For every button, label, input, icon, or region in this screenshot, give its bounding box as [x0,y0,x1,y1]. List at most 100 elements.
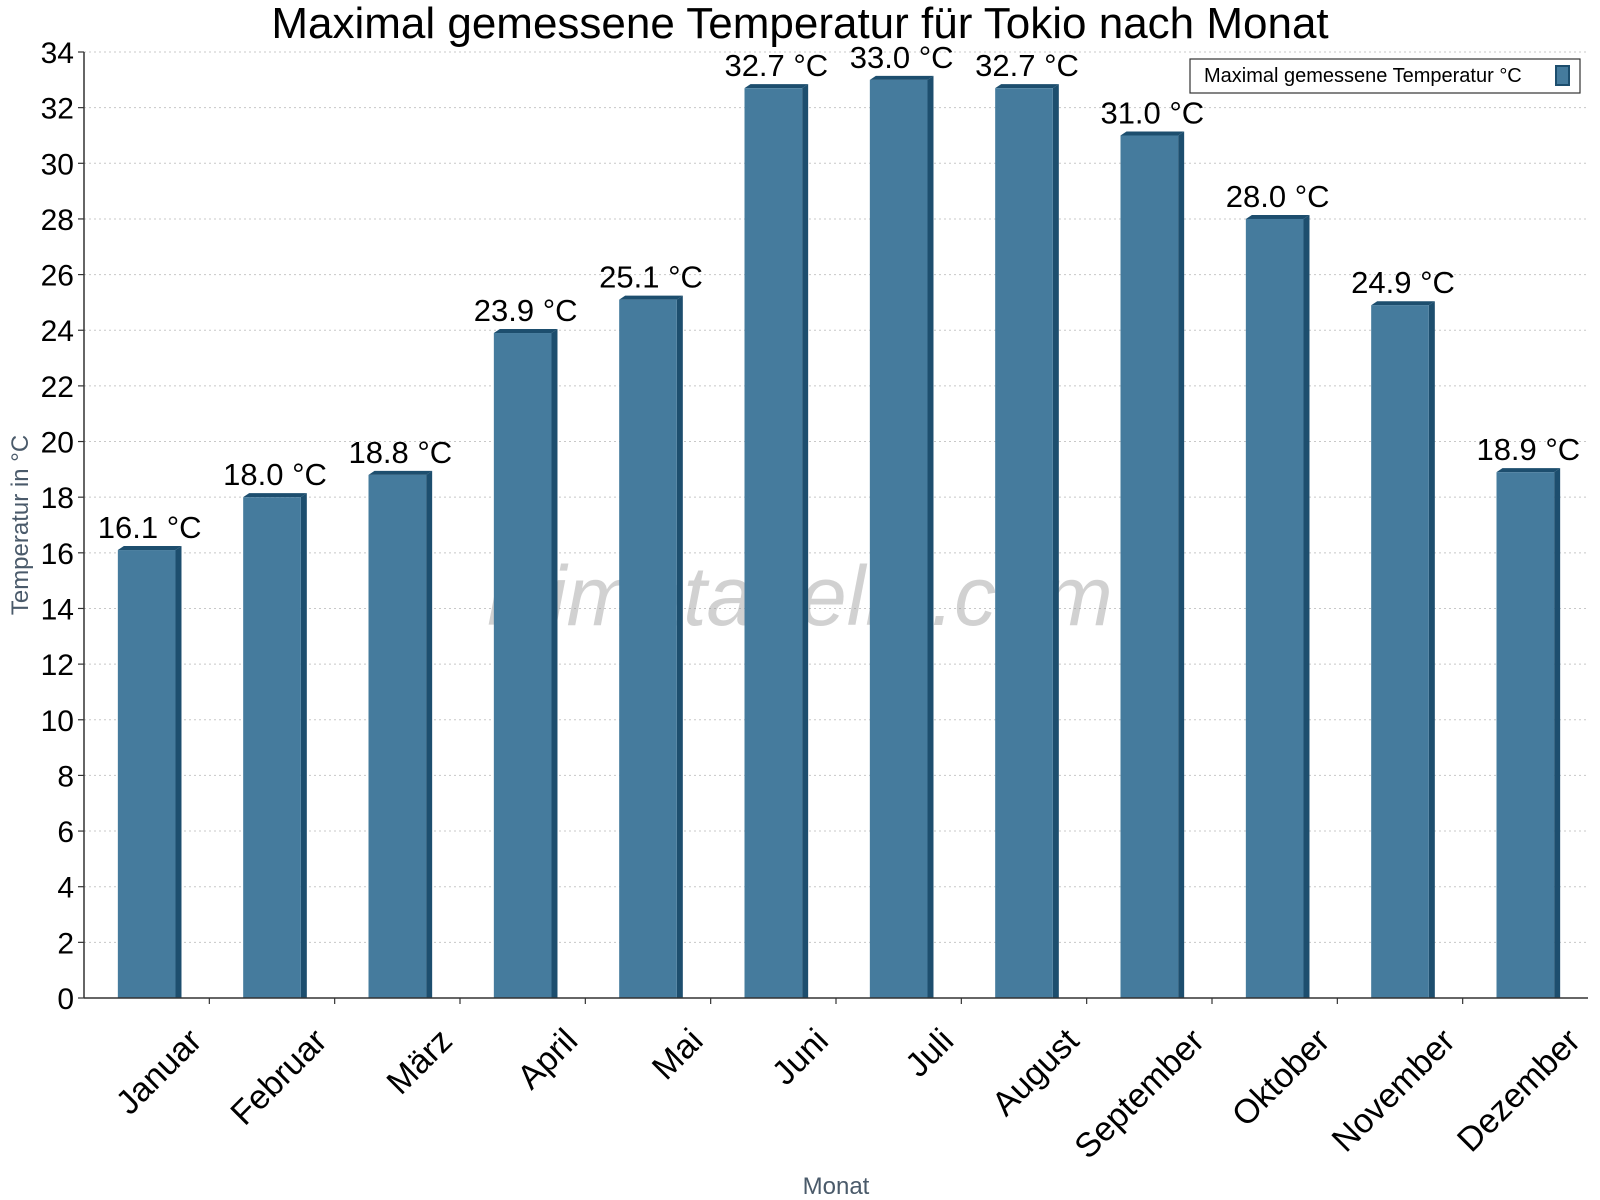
data-label: 32.7 °C [975,48,1079,83]
bar-6[interactable] [869,75,934,998]
x-tick-label: Februar [223,1022,334,1133]
bar-top [744,84,809,89]
x-tick-label: Januar [109,1022,209,1122]
bar-front [1120,135,1179,998]
x-tick-label: August [985,1021,1087,1123]
bar-side [927,75,934,998]
y-tick-label: 16 [41,538,74,571]
data-label: 24.9 °C [1351,265,1455,300]
bar-front [869,79,928,998]
grid-lines [84,51,1588,943]
bar-side [1052,84,1059,998]
data-label: 16.1 °C [98,510,202,545]
x-tick-label: Juli [898,1022,961,1085]
bar-11[interactable] [1496,468,1561,999]
bar-side [1428,301,1435,999]
bar-side [426,470,433,999]
x-axis-title: Monat [803,1173,870,1200]
y-tick-label: 34 [41,37,74,70]
data-label: 18.0 °C [223,457,327,492]
data-label: 31.0 °C [1100,95,1204,130]
bar-side [551,329,558,998]
y-tick-label: 6 [57,816,74,849]
y-tick-label: 8 [57,760,74,793]
bar-top [243,493,307,498]
bar-top [1120,131,1185,136]
bar-top [117,546,182,551]
data-label: 32.7 °C [724,48,828,83]
bar-top [368,470,433,475]
bar-side [175,546,182,998]
bar-2[interactable] [368,470,433,999]
bar-4[interactable] [619,295,683,999]
bars [117,75,1561,999]
bar-top [995,84,1059,89]
y-tick-label: 32 [41,93,74,126]
bar-front [1371,305,1429,999]
y-tick-label: 26 [41,260,74,293]
x-tick-label: Juni [765,1022,836,1093]
bar-9[interactable] [1245,214,1310,999]
bar-5[interactable] [744,84,809,998]
legend-swatch [1555,65,1570,86]
bar-top [619,295,683,300]
bar-7[interactable] [995,84,1059,998]
bar-1[interactable] [243,493,307,998]
bar-front [493,333,552,998]
y-tick-label: 24 [41,315,74,348]
legend-box [1189,58,1581,94]
legend-label: Maximal gemessene Temperatur °C [1204,65,1522,87]
y-axis-title: Temperatur in °C [7,435,34,615]
bar-side [1303,214,1310,999]
y-tick-label: 18 [41,482,74,515]
bar-0[interactable] [117,546,182,998]
bar-top [493,329,558,334]
x-tick-label: Dezember [1450,1022,1588,1160]
bar-side [1178,131,1185,998]
y-tick-label: 20 [41,427,74,460]
y-tick-label: 22 [41,371,74,404]
bar-side [1554,468,1561,999]
y-tick-label: 12 [41,649,74,682]
bar-front [1245,218,1304,999]
x-tick-label: Mai [645,1022,711,1088]
data-label: 18.9 °C [1476,432,1580,467]
y-tick-label: 14 [41,593,74,626]
x-tick-label: September [1067,1022,1211,1166]
bar-top [1496,468,1561,473]
y-tick-label: 4 [57,872,74,905]
legend[interactable]: Maximal gemessene Temperatur °C [1189,58,1581,94]
data-label: 23.9 °C [474,293,578,328]
data-labels: 16.1 °C 18.0 °C 18.8 °C 23.9 °C 25.1 °C 32.7 … [98,40,1580,545]
bar-front [243,497,301,998]
bar-front [368,474,427,999]
bar-front [117,550,176,998]
x-tick-label: Oktober [1225,1022,1337,1134]
bar-top [869,75,934,80]
bar-3[interactable] [493,329,558,998]
bar-top [1245,214,1310,219]
x-tick-label: März [380,1022,460,1102]
x-tick-label: April [510,1022,585,1097]
bar-front [1496,472,1555,999]
y-tick-label: 0 [57,983,74,1016]
data-label: 28.0 °C [1226,179,1330,214]
bar-side [802,84,809,998]
bar-side [300,493,307,998]
chart-title: Maximal gemessene Temperatur für Tokio n… [271,0,1328,48]
bar-10[interactable] [1371,301,1435,999]
data-label: 33.0 °C [850,40,954,75]
y-tick-label: 10 [41,705,74,738]
data-label: 25.1 °C [599,260,703,295]
x-axis-ticks: Januar Februar März April Mai Juni Juli AugustS… [109,998,1588,1166]
bar-8[interactable] [1120,131,1185,998]
y-tick-label: 28 [41,204,74,237]
data-label: 18.8 °C [348,435,452,470]
bar-side [676,295,683,999]
y-tick-label: 30 [41,148,74,181]
bar-front [744,88,803,998]
bar-top [1371,301,1435,306]
bar-front [619,299,677,999]
